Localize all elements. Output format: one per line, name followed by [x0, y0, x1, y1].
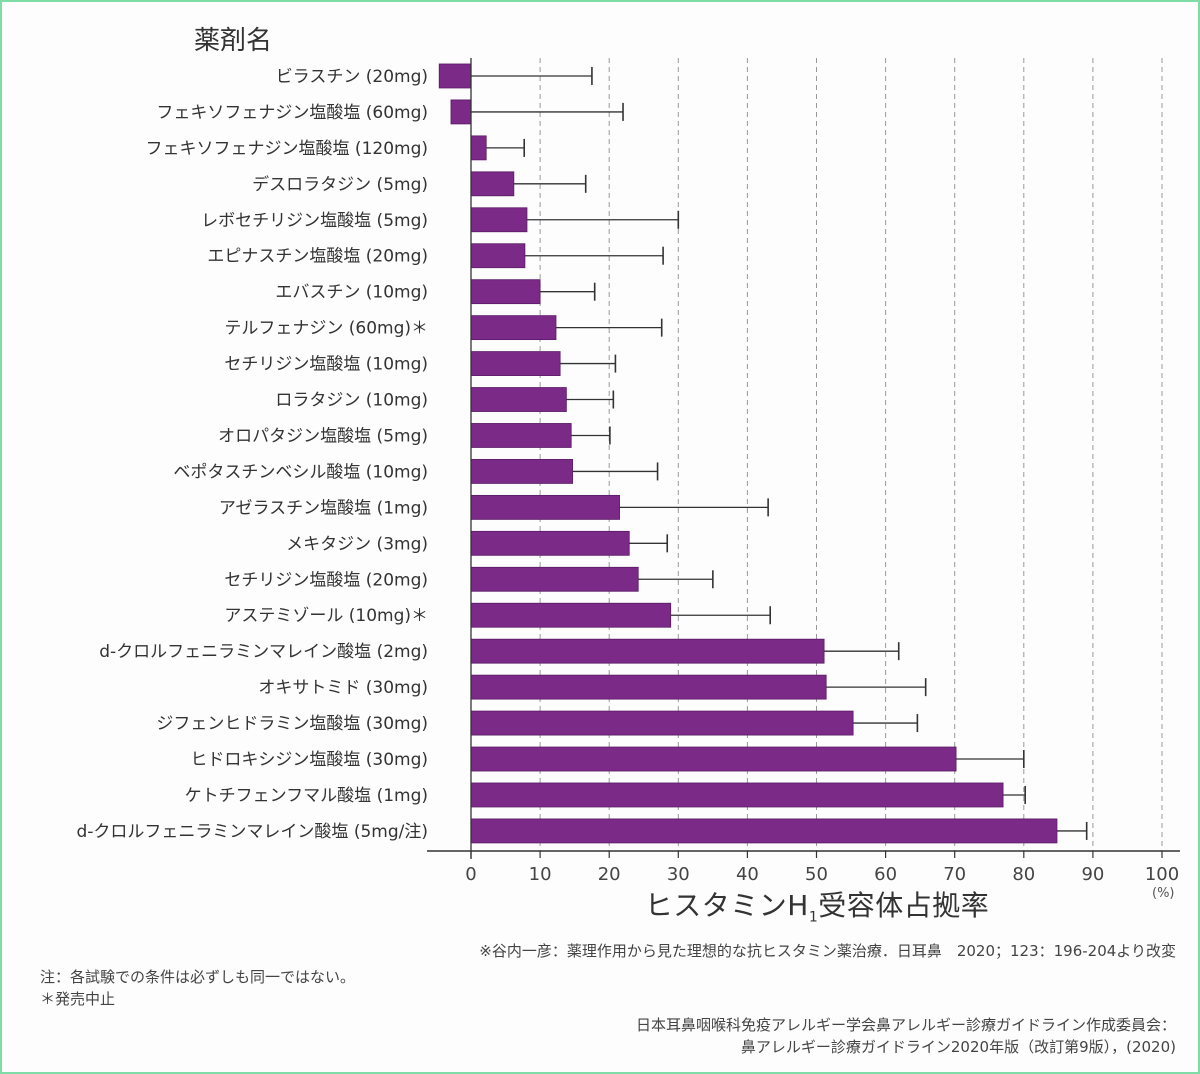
bar — [438, 63, 472, 89]
x-tick-label: 70 — [943, 864, 966, 885]
x-tick-label: 100 — [1145, 864, 1179, 885]
x-axis-unit: (%) — [1152, 886, 1175, 901]
category-label: エピナスチン塩酸塩 (20mg) — [207, 247, 428, 267]
category-label: セチリジン塩酸塩 (10mg) — [224, 355, 428, 375]
x-tick-label: 40 — [736, 864, 759, 885]
bar — [470, 243, 526, 269]
category-label: ヒドロキシジン塩酸塩 (30mg) — [190, 750, 428, 770]
category-label: ビラスチン (20mg) — [276, 67, 428, 87]
category-label: ロラタジン (10mg) — [275, 391, 428, 411]
x-axis-title-rest: 受容体占拠率 — [818, 889, 990, 922]
category-label: ベポタスチンベシル酸塩 (10mg) — [173, 462, 428, 482]
bar — [470, 494, 620, 520]
category-label: ジフェンヒドラミン塩酸塩 (30mg) — [156, 714, 428, 734]
category-label: アゼラスチン塩酸塩 (1mg) — [219, 498, 428, 518]
x-tick-label: 0 — [465, 864, 476, 885]
category-label: テルフェナジン (60mg)＊ — [224, 319, 428, 339]
x-tick-label: 10 — [529, 864, 552, 885]
category-label: ケトチフェンフマル酸塩 (1mg) — [185, 786, 428, 806]
footnote-discontinued: ＊発売中止 — [40, 990, 116, 1008]
bar — [470, 135, 487, 161]
category-label: オロパタジン塩酸塩 (5mg) — [218, 426, 428, 446]
x-axis-title-subscript: 1 — [808, 909, 819, 926]
x-axis-title-main: ヒスタミンH — [644, 889, 809, 922]
category-label: d-クロルフェニラミンマレイン酸塩 (5mg/注) — [77, 822, 429, 842]
citation-line-1: 日本耳鼻咽喉科免疫アレルギー学会鼻アレルギー診療ガイドライン作成委員会： — [635, 1016, 1176, 1034]
bar — [470, 530, 630, 556]
bar — [470, 459, 573, 484]
bar — [470, 638, 825, 664]
category-label: セチリジン塩酸塩 (20mg) — [224, 570, 428, 590]
bar — [470, 566, 639, 592]
bar — [470, 710, 854, 736]
category-label: d-クロルフェニラミンマレイン酸塩 (2mg) — [99, 642, 428, 662]
category-label: メキタジン (3mg) — [286, 534, 428, 554]
x-tick-label: 90 — [1081, 864, 1104, 885]
bar — [470, 279, 541, 305]
bar — [470, 746, 957, 772]
category-label: オキサトミド (30mg) — [258, 678, 428, 698]
category-label: レボセチリジン塩酸塩 (5mg) — [201, 211, 428, 231]
bar — [470, 315, 557, 341]
source-reference: ※谷内一彦：薬理作用から見た理想的な抗ヒスタミン薬治療．日耳鼻 2020；123… — [479, 942, 1176, 960]
bar — [470, 423, 572, 448]
bar — [470, 351, 561, 376]
category-label: デスロラタジン (5mg) — [252, 174, 428, 195]
category-label: フェキソフェナジン塩酸塩 (120mg) — [146, 139, 428, 159]
bar — [450, 99, 472, 125]
bar — [470, 602, 672, 628]
bar — [470, 782, 1004, 808]
y-axis-title: 薬剤名 — [194, 26, 273, 56]
bar — [470, 207, 528, 233]
category-label: アステミゾール (10mg)＊ — [224, 606, 428, 626]
bar — [470, 674, 827, 700]
category-label: フェキソフェナジン塩酸塩 (60mg) — [156, 103, 428, 123]
x-tick-label: 30 — [667, 864, 690, 885]
bar — [470, 387, 567, 412]
footnote-conditions: 注：各試験での条件は必ずしも同一ではない。 — [40, 968, 356, 986]
bar — [470, 818, 1058, 844]
x-tick-label: 80 — [1012, 864, 1035, 885]
x-tick-label: 20 — [598, 864, 621, 885]
citation-line-2: 鼻アレルギー診療ガイドライン2020年版（改訂第9版），(2020) — [740, 1038, 1176, 1056]
x-axis-title: ヒスタミンH1受容体占拠率 — [470, 884, 1164, 926]
x-tick-label: 50 — [805, 864, 828, 885]
bar — [470, 171, 515, 197]
x-tick-label: 60 — [874, 864, 897, 885]
category-label: エバスチン (10mg) — [275, 283, 428, 303]
